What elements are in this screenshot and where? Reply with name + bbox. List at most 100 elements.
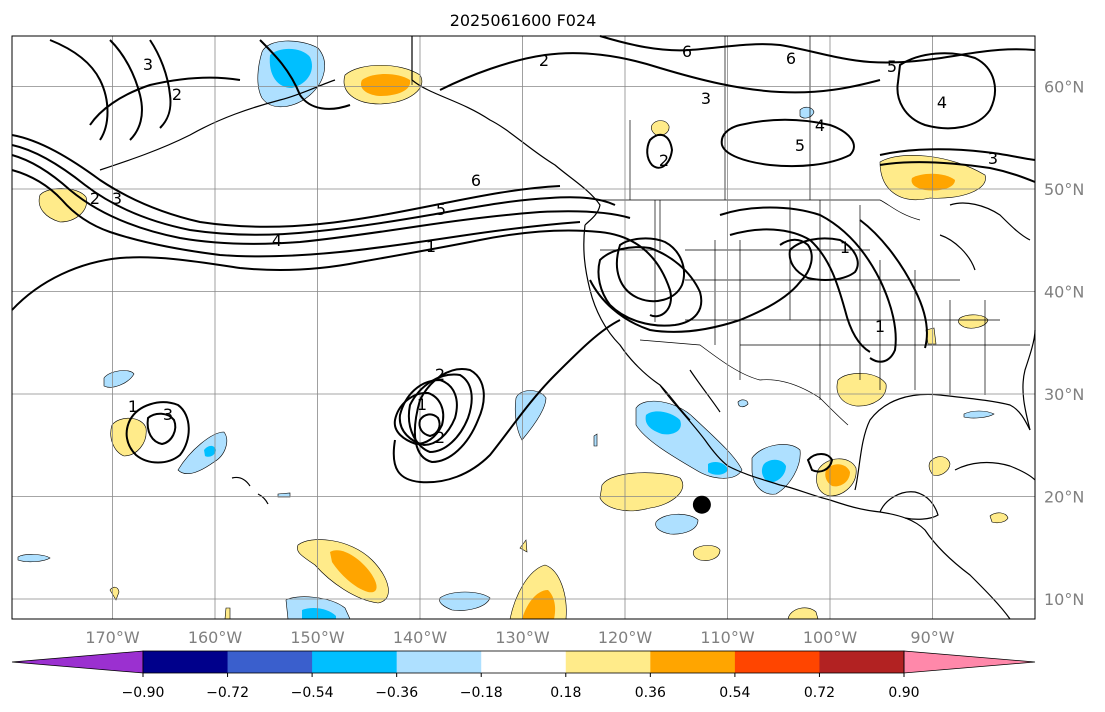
- colorbar-segment: [481, 651, 567, 673]
- colorbar-extend-high: [903, 650, 1036, 674]
- colorbar-tick-label: 0.18: [550, 685, 581, 701]
- storm-center-marker: [692, 495, 711, 514]
- contour-label: 3: [701, 89, 711, 108]
- contour-line: [597, 246, 703, 327]
- contour-label: 5: [887, 57, 897, 76]
- negative-anomaly-shade: [177, 431, 227, 474]
- contour-line: [393, 391, 445, 446]
- longitude-label: 110°W: [700, 628, 755, 647]
- contour-labels: 2 6 6 5 3 4 4 5 2 3 2 3 6 5 4 1 2 1 3 1 …: [90, 42, 998, 447]
- contour-label: 3: [163, 405, 173, 424]
- colorbar-segment: [734, 651, 820, 673]
- latitude-label: 40°N: [1044, 283, 1084, 302]
- negative-anomaly-shade: [17, 554, 51, 563]
- negative-anomaly-shade: [737, 399, 749, 408]
- positive-anomaly-shade: [836, 373, 887, 407]
- gridlines: [12, 36, 1035, 619]
- colorbar-segment: [312, 651, 398, 673]
- colorbar-segment: [143, 651, 229, 673]
- contour-label: 1: [426, 237, 436, 256]
- longitude-label: 120°W: [598, 628, 653, 647]
- coastline-alaska: [411, 36, 601, 226]
- contour-line: [407, 373, 473, 454]
- negative-anomaly-shade: [799, 106, 815, 119]
- positive-anomaly-shade: [989, 512, 1009, 524]
- latitude-labels: 60°N 50°N 40°N 30°N 20°N 10°N: [1044, 78, 1084, 610]
- contour-line: [11, 134, 561, 228]
- contour-line: [720, 118, 855, 168]
- coastline-great-lakes: [939, 202, 1031, 271]
- colorbar-segment: [565, 651, 651, 673]
- colorbar-segment: [650, 651, 736, 673]
- coastline-baja: [659, 369, 729, 467]
- negative-anomaly-shade: [439, 591, 491, 611]
- coastline-gulf: [854, 393, 1031, 491]
- contour-line: [879, 161, 1036, 183]
- positive-anomaly-shade: [958, 314, 989, 329]
- contour-label: 2: [659, 151, 669, 170]
- negative-anomaly-shade: [277, 492, 291, 498]
- longitude-label: 160°W: [188, 628, 243, 647]
- colorbar-tick-label: −0.36: [375, 685, 418, 701]
- contour-line: [89, 39, 351, 126]
- positive-anomaly-core: [522, 590, 556, 619]
- positive-anomaly-core: [330, 550, 377, 593]
- contour-label: 2: [172, 85, 182, 104]
- positive-anomaly-shade: [787, 607, 819, 620]
- map-frame: [11, 35, 1036, 620]
- contour-label: 6: [471, 171, 481, 190]
- contour-label: 3: [143, 55, 153, 74]
- latitude-label: 20°N: [1044, 488, 1084, 507]
- colorbar-frame: [142, 650, 905, 674]
- contour-label: 4: [272, 231, 282, 250]
- positive-anomaly-shade: [692, 545, 721, 561]
- contour-line: [806, 453, 834, 473]
- contour-line: [439, 52, 881, 94]
- contour-label: 6: [682, 42, 692, 61]
- contour-label: 2: [435, 428, 445, 447]
- negative-anomaly-core: [302, 608, 336, 619]
- positive-anomaly-shade: [599, 472, 683, 512]
- contour-line: [146, 412, 177, 446]
- latitude-label: 50°N: [1044, 180, 1084, 199]
- positive-anomaly-shade: [224, 607, 231, 620]
- negative-anomaly-core: [708, 462, 728, 475]
- contour-lines: [11, 35, 1036, 484]
- colorbar-segment: [819, 651, 905, 673]
- longitude-label: 150°W: [290, 628, 345, 647]
- longitude-label: 130°W: [495, 628, 550, 647]
- contour-label: 1: [417, 395, 427, 414]
- colorbar-tick-label: −0.72: [206, 685, 249, 701]
- colorbar-tick-label: −0.90: [122, 685, 165, 701]
- longitude-labels: 170°W 160°W 150°W 140°W 130°W 120°W 110°W 100°W…: [85, 628, 954, 647]
- coastline-west-us: [583, 224, 691, 421]
- coastline-aleutians: [99, 79, 336, 171]
- positive-anomaly-shade: [928, 456, 951, 476]
- contour-label: 2: [90, 189, 100, 208]
- contour-line: [615, 237, 685, 303]
- contour-line: [589, 238, 813, 333]
- map-area: [12, 36, 1035, 619]
- border-us-canada: [598, 199, 921, 221]
- contour-line: [418, 413, 441, 438]
- contour-line: [398, 378, 458, 447]
- coastline-cuba: [954, 461, 1036, 481]
- latitude-label: 10°N: [1044, 590, 1084, 609]
- positive-anomaly-core: [360, 74, 411, 96]
- contour-label: 2: [539, 51, 549, 70]
- contour-label: 3: [988, 149, 998, 168]
- coastlines: [99, 36, 1036, 620]
- colorbar-tick-label: 0.90: [888, 685, 919, 701]
- contour-line: [125, 401, 190, 464]
- contour-line: [859, 219, 928, 349]
- contour-label: 1: [840, 238, 850, 257]
- positive-anomaly-core: [911, 173, 955, 191]
- contour-line: [879, 148, 1036, 161]
- contour-line: [11, 229, 672, 318]
- positive-anomaly-shade: [519, 539, 528, 553]
- longitude-label: 170°W: [85, 628, 140, 647]
- longitude-label: 90°W: [910, 628, 954, 647]
- contour-line: [11, 144, 616, 236]
- positive-anomaly-core: [825, 464, 850, 487]
- contour-line: [729, 228, 871, 353]
